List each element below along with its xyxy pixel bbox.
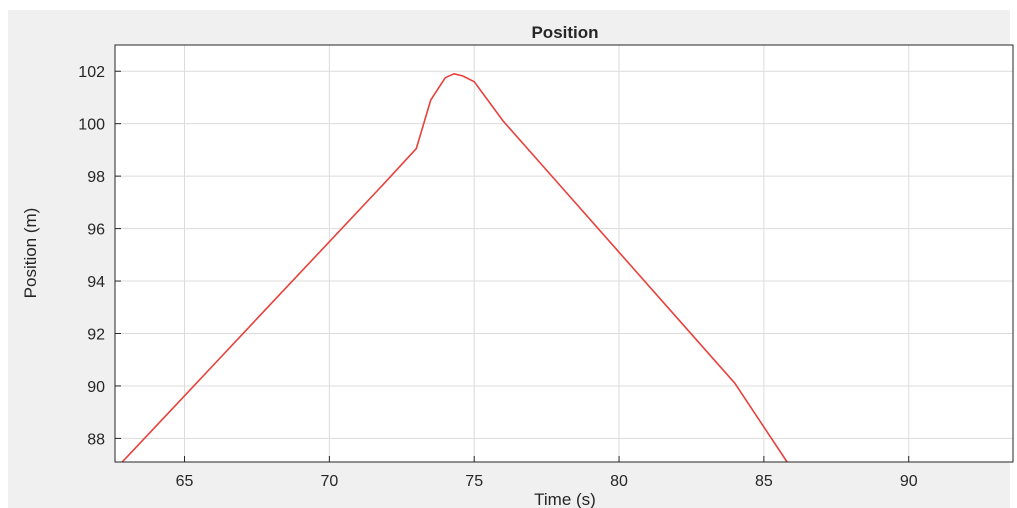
- y-axis-label: Position (m): [21, 208, 40, 299]
- axes-box: [114, 44, 1014, 463]
- series-line-0: [121, 73, 788, 463]
- x-tick-label: 65: [176, 473, 194, 490]
- y-tick-label: 88: [87, 431, 105, 448]
- x-tick-label: 90: [900, 473, 918, 490]
- y-tick-label: 94: [87, 274, 105, 291]
- y-tick-label: 92: [87, 326, 105, 343]
- x-tick-label: 80: [610, 473, 628, 490]
- chart-title: Position: [531, 23, 598, 42]
- y-tick-label: 90: [87, 379, 105, 396]
- x-tick-label: 75: [465, 473, 483, 490]
- y-axis-ticks: 88 90 92 94 96 98 100 102: [78, 64, 121, 448]
- x-tick-label: 85: [755, 473, 773, 490]
- y-tick-label: 100: [78, 117, 105, 134]
- x-axis-label: Time (s): [534, 490, 596, 508]
- y-tick-label: 96: [87, 222, 105, 239]
- plot-area: [115, 45, 1013, 462]
- grid-lines: [115, 45, 1013, 462]
- x-axis-ticks: 65 70 75 80 85 90: [176, 456, 918, 490]
- series-group: [121, 73, 788, 463]
- x-tick-label: 70: [320, 473, 338, 490]
- y-tick-label: 98: [87, 169, 105, 186]
- y-tick-label: 102: [78, 64, 105, 81]
